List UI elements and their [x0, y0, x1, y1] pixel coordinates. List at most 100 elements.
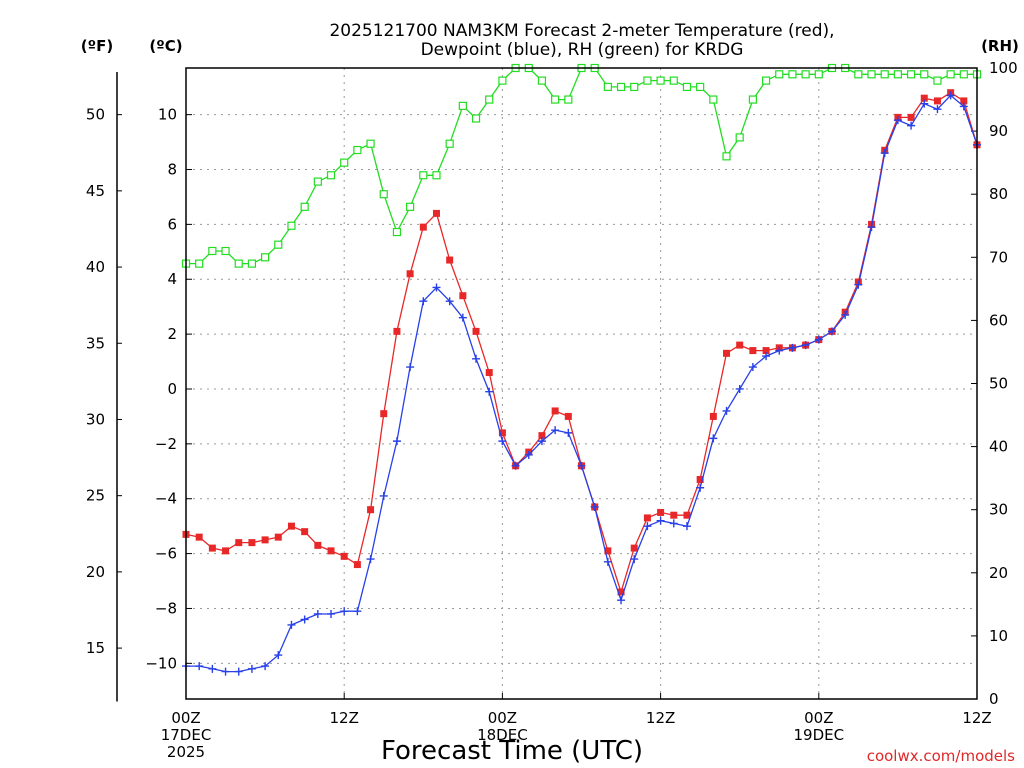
- temperature-point: [235, 539, 243, 547]
- temperature-point: [696, 476, 704, 484]
- rh-point: [761, 76, 771, 85]
- celsius-axis-label: (ºC): [149, 37, 182, 55]
- time-tick-label: 00Z: [488, 709, 517, 727]
- rh-point: [669, 76, 678, 85]
- dewpoint-point: [735, 384, 744, 393]
- time-tick-label: 17DEC: [161, 726, 212, 744]
- chart-title-line-2: Dewpoint (blue), RH (green) for KRDG: [421, 40, 744, 60]
- rh-tick-label: 40: [989, 438, 1008, 456]
- dewpoint-point: [643, 522, 652, 531]
- temperature-point: [670, 511, 678, 519]
- fahrenheit-tick-label: 35: [86, 334, 105, 352]
- rh-point: [353, 145, 362, 155]
- dewpoint-point: [287, 620, 296, 629]
- dewpoint-point: [762, 352, 771, 361]
- temperature-point: [960, 97, 968, 105]
- rh-point: [458, 101, 467, 110]
- dewpoint-point: [221, 667, 230, 676]
- rh-tick-label: 20: [989, 564, 1008, 582]
- rh-point: [682, 82, 692, 92]
- rh-point: [537, 76, 547, 85]
- celsius-tick-label: −2: [155, 435, 177, 453]
- rh-point: [748, 95, 757, 104]
- series-line-0: [185, 91, 978, 595]
- rh-point: [432, 171, 441, 180]
- time-tick-label: 18DEC: [477, 726, 528, 744]
- dewpoint-point: [472, 354, 481, 363]
- dewpoint-point: [392, 437, 401, 446]
- dewpoint-point: [959, 102, 968, 111]
- dewpoint-point: [445, 297, 454, 306]
- rh-tick-label: 70: [989, 248, 1008, 266]
- celsius-tick-label: 2: [167, 325, 177, 343]
- dewpoint-point: [920, 99, 929, 108]
- rh-point: [906, 70, 916, 79]
- rh-point: [801, 70, 810, 79]
- rh-point: [300, 202, 309, 211]
- rh-point: [946, 70, 955, 79]
- temperature-point: [498, 429, 506, 437]
- celsius-tick-label: 4: [167, 270, 177, 288]
- temperature-point: [327, 547, 335, 555]
- rh-tick-label: 30: [989, 501, 1008, 519]
- rh-point: [208, 246, 217, 256]
- dewpoint-point: [775, 346, 784, 355]
- dewpoint-point: [353, 607, 362, 616]
- x-axis-title: Forecast Time (UTC): [381, 736, 643, 766]
- rh-point: [313, 177, 322, 186]
- series-1: [182, 91, 981, 676]
- temperature-point: [393, 327, 401, 335]
- rh-point: [445, 139, 454, 148]
- dewpoint-point: [274, 651, 283, 660]
- dewpoint-point: [537, 437, 546, 446]
- series-0: [182, 89, 981, 596]
- dewpoint-point: [195, 662, 204, 671]
- dewpoint-point: [946, 91, 955, 100]
- fahrenheit-tick-label: 40: [86, 258, 105, 276]
- rh-point: [326, 171, 336, 180]
- rh-point: [551, 95, 560, 104]
- temperature-point: [643, 514, 651, 522]
- fahrenheit-tick-label: 15: [86, 639, 105, 657]
- dewpoint-point: [933, 105, 942, 114]
- temperature-point: [248, 539, 256, 547]
- rh-point: [498, 76, 507, 85]
- temperature-point: [472, 327, 480, 335]
- dewpoint-point: [485, 387, 494, 396]
- dewpoint-point: [880, 149, 889, 158]
- celsius-axis: −10 −8 −6 −4 −2 0 2 4 6 8 10: [145, 106, 192, 672]
- rh-point: [722, 152, 731, 161]
- temperature-point: [406, 270, 414, 278]
- data-series: [181, 63, 982, 676]
- rh-point: [656, 76, 665, 85]
- rh-point: [696, 82, 705, 92]
- rh-point: [814, 70, 823, 79]
- rh-tick-label: 100: [989, 59, 1018, 77]
- credit-text: coolwx.com/models: [867, 747, 1015, 765]
- time-tick-label: 19DEC: [794, 726, 845, 744]
- temperature-point: [380, 410, 388, 418]
- celsius-tick-label: 0: [167, 380, 177, 398]
- fahrenheit-tick-label: 30: [86, 410, 105, 428]
- temperature-point: [617, 588, 625, 596]
- time-tick-label: 00Z: [171, 709, 200, 727]
- dewpoint-point: [682, 522, 691, 531]
- dewpoint-point: [379, 491, 388, 500]
- dewpoint-point: [841, 310, 850, 319]
- celsius-tick-label: 10: [158, 106, 177, 124]
- series-2: [181, 63, 982, 268]
- temperature-point: [762, 347, 770, 355]
- dewpoint-point: [722, 406, 731, 415]
- time-tick-label: 2025: [167, 743, 205, 761]
- dewpoint-point: [893, 116, 902, 125]
- dewpoint-point: [696, 483, 705, 492]
- temperature-point: [749, 347, 757, 355]
- dewpoint-point: [603, 557, 612, 566]
- rh-axis: 0 10 20 30 40 50 60 70 80 90 100: [971, 59, 1018, 708]
- celsius-tick-label: −4: [155, 490, 177, 508]
- dewpoint-point: [511, 461, 520, 470]
- fahrenheit-tick-label: 45: [86, 182, 105, 200]
- dewpoint-point: [234, 667, 243, 676]
